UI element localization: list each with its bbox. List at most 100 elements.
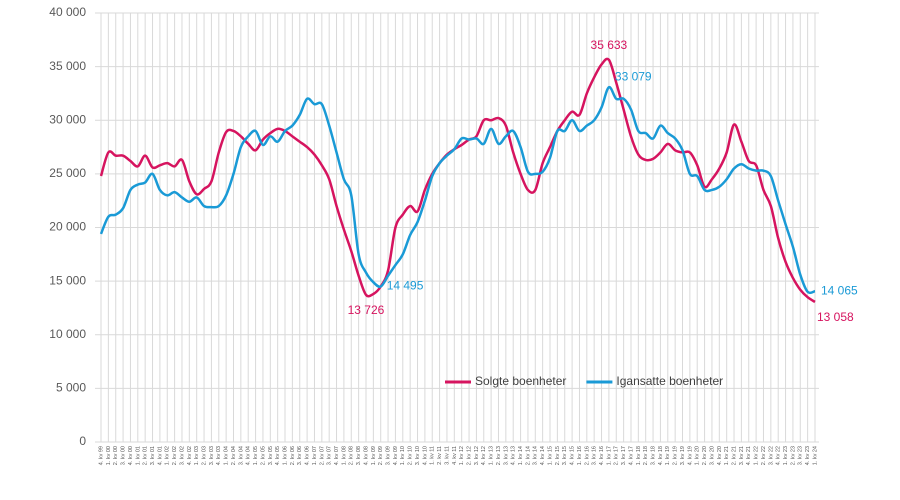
x-tick-label: 2. kv 13 bbox=[496, 446, 502, 465]
x-tick-label: 2. kv 01 bbox=[143, 446, 149, 465]
x-tick-label: 2. kv 21 bbox=[731, 446, 737, 465]
x-tick-label: 3. kv 04 bbox=[238, 446, 244, 465]
x-tick-label: 3. kv 02 bbox=[179, 446, 185, 465]
x-tick-label: 3. kv 16 bbox=[592, 446, 598, 465]
x-tick-label: 1. kv 22 bbox=[754, 446, 760, 465]
x-tick-label: 2. kv 17 bbox=[614, 446, 620, 465]
x-tick-label: 2. kv 22 bbox=[761, 446, 767, 465]
x-tick-label: 3. kv 19 bbox=[680, 446, 686, 465]
x-tick-label: 1. kv 21 bbox=[724, 446, 730, 465]
x-tick-label: 3. kv 12 bbox=[474, 446, 480, 465]
x-tick-label: 1. kv 06 bbox=[282, 446, 288, 465]
x-tick-label: 1. kv 19 bbox=[665, 446, 671, 465]
x-tick-label: 3. kv 23 bbox=[798, 446, 804, 465]
x-tick-label: 1. kv 07 bbox=[312, 446, 318, 465]
x-tick-label: 1. kv 09 bbox=[371, 446, 377, 465]
x-tick-label: 3. kv 18 bbox=[651, 446, 657, 465]
x-tick-label: 3. kv 14 bbox=[533, 446, 539, 465]
x-tick-label: 3. kv 08 bbox=[356, 446, 362, 465]
y-tick-label: 30 000 bbox=[49, 112, 86, 126]
x-tick-label: 4. kv 11 bbox=[452, 446, 458, 465]
x-tick-label: 1. kv 15 bbox=[547, 446, 553, 465]
data-label: 14 495 bbox=[387, 279, 424, 293]
x-tick-label: 4. kv 06 bbox=[305, 446, 311, 465]
x-tick-label: 4. kv 09 bbox=[393, 446, 399, 465]
x-tick-label: 3. kv 21 bbox=[739, 446, 745, 465]
x-tick-label: 1. kv 10 bbox=[400, 446, 406, 465]
x-tick-label: 2. kv 23 bbox=[790, 446, 796, 465]
x-tick-label: 3. kv 07 bbox=[327, 446, 333, 465]
data-label: 13 726 bbox=[348, 303, 385, 317]
x-tick-label: 1. kv 05 bbox=[253, 446, 259, 465]
y-tick-label: 20 000 bbox=[49, 220, 86, 234]
x-tick-label: 4. kv 03 bbox=[216, 446, 222, 465]
y-tick-label: 35 000 bbox=[49, 59, 86, 73]
x-tick-label: 1. kv 24 bbox=[812, 446, 818, 465]
y-tick-label: 5 000 bbox=[56, 381, 86, 395]
x-tick-label: 4. kv 16 bbox=[599, 446, 605, 465]
x-tick-label: 2. kv 11 bbox=[437, 446, 443, 465]
x-tick-label: 1. kv 23 bbox=[783, 446, 789, 465]
x-tick-label: 2. kv 12 bbox=[466, 446, 472, 465]
x-tick-label: 2. kv 18 bbox=[643, 446, 649, 465]
x-tick-label: 4. kv 13 bbox=[511, 446, 517, 465]
x-tick-label: 2. kv 00 bbox=[113, 446, 119, 465]
x-tick-label: 4. kv 99 bbox=[98, 446, 104, 465]
x-tick-label: 4. kv 17 bbox=[628, 446, 634, 465]
series-line bbox=[99, 57, 816, 304]
x-tick-label: 1. kv 17 bbox=[606, 446, 612, 465]
x-tick-label: 1. kv 04 bbox=[224, 446, 230, 465]
x-tick-label: 4. kv 22 bbox=[776, 446, 782, 465]
x-tick-label: 2. kv 14 bbox=[525, 446, 531, 465]
y-tick-label: 40 000 bbox=[49, 5, 86, 19]
x-tick-label: 4. kv 00 bbox=[128, 446, 134, 465]
x-tick-label: 3. kv 22 bbox=[768, 446, 774, 465]
x-tick-label: 4. kv 10 bbox=[422, 446, 428, 465]
x-tick-label: 3. kv 11 bbox=[444, 446, 450, 465]
x-tick-label: 1. kv 02 bbox=[165, 446, 171, 465]
x-tick-label: 4. kv 18 bbox=[658, 446, 664, 465]
x-tick-label: 2. kv 16 bbox=[584, 446, 590, 465]
x-tick-label: 4. kv 21 bbox=[746, 446, 752, 465]
x-tick-label: 3. kv 15 bbox=[562, 446, 568, 465]
data-label: 35 633 bbox=[591, 38, 628, 52]
x-tick-label: 4. kv 15 bbox=[570, 446, 576, 465]
x-tick-label: 3. kv 01 bbox=[150, 446, 156, 465]
series-line bbox=[99, 85, 816, 295]
x-tick-label: 2. kv 09 bbox=[378, 446, 384, 465]
x-tick-label: 1. kv 16 bbox=[577, 446, 583, 465]
x-tick-label: 4. kv 19 bbox=[687, 446, 693, 465]
x-tick-label: 4. kv 12 bbox=[481, 446, 487, 465]
x-tick-label: 2. kv 19 bbox=[673, 446, 679, 465]
x-tick-label: 1. kv 13 bbox=[489, 446, 495, 465]
x-tick-label: 2. kv 04 bbox=[231, 446, 237, 465]
x-tick-label: 4. kv 08 bbox=[363, 446, 369, 465]
x-tick-label: 1. kv 03 bbox=[194, 446, 200, 465]
x-tick-label: 4. kv 04 bbox=[246, 446, 252, 465]
x-tick-label: 1. kv 14 bbox=[518, 446, 524, 465]
x-tick-label: 3. kv 06 bbox=[297, 446, 303, 465]
x-tick-label: 3. kv 13 bbox=[503, 446, 509, 465]
x-tick-label: 4. kv 01 bbox=[157, 446, 163, 465]
legend-label: Igansatte boenheter bbox=[616, 374, 723, 388]
x-tick-label: 3. kv 10 bbox=[415, 446, 421, 465]
y-tick-label: 0 bbox=[79, 434, 86, 448]
x-tick-label: 4. kv 07 bbox=[334, 446, 340, 465]
x-tick-label: 1. kv 12 bbox=[459, 446, 465, 465]
x-tick-label: 2. kv 06 bbox=[290, 446, 296, 465]
x-tick-label: 4. kv 02 bbox=[187, 446, 193, 465]
x-tick-label: 1. kv 01 bbox=[135, 446, 141, 465]
x-tick-label: 1. kv 08 bbox=[341, 446, 347, 465]
x-tick-label: 4. kv 20 bbox=[717, 446, 723, 465]
x-tick-label: 3. kv 09 bbox=[386, 446, 392, 465]
y-tick-label: 15 000 bbox=[49, 273, 86, 287]
x-tick-label: 2. kv 05 bbox=[260, 446, 266, 465]
legend-label: Solgte boenheter bbox=[475, 374, 566, 388]
y-tick-label: 25 000 bbox=[49, 166, 86, 180]
data-label: 33 079 bbox=[615, 69, 652, 83]
x-tick-label: 3. kv 03 bbox=[209, 446, 215, 465]
x-tick-label: 1. kv 18 bbox=[636, 446, 642, 465]
x-tick-label: 3. kv 20 bbox=[709, 446, 715, 465]
x-tick-label: 2. kv 07 bbox=[319, 446, 325, 465]
